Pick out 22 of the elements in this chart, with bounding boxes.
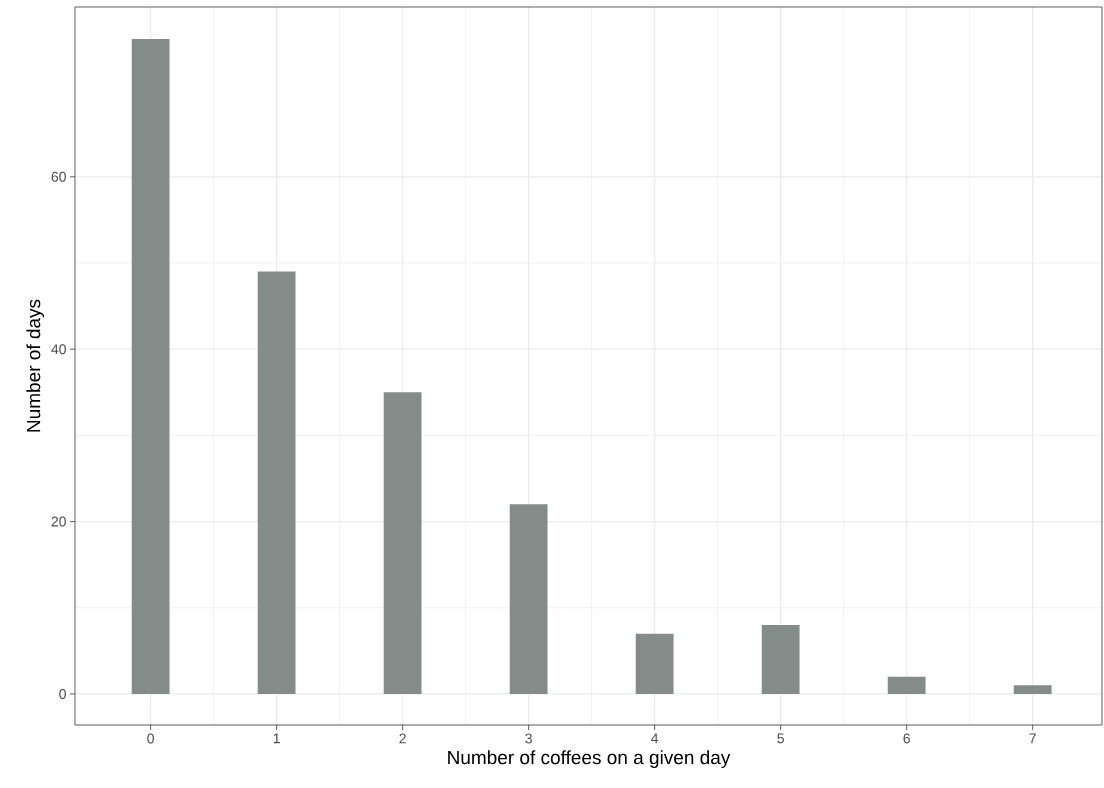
bar	[635, 633, 674, 694]
bar	[887, 676, 926, 694]
x-tick-label: 0	[147, 733, 154, 744]
x-tick-label: 6	[903, 733, 910, 744]
x-tick-label: 3	[525, 733, 532, 744]
y-tick-label: 60	[51, 171, 66, 182]
bar	[383, 392, 422, 694]
x-axis-title: Number of coffees on a given day	[448, 750, 731, 768]
y-axis-title: Number of days	[26, 299, 45, 432]
bar	[761, 625, 800, 694]
x-tick-label: 4	[651, 733, 659, 744]
x-tick-label: 1	[273, 733, 280, 744]
x-tick-label: 2	[399, 733, 406, 744]
bar	[131, 38, 170, 694]
x-tick-label: 5	[777, 733, 784, 744]
bar	[1013, 685, 1052, 694]
bar	[509, 504, 548, 694]
y-tick-label: 40	[51, 344, 66, 355]
bar	[257, 271, 296, 694]
x-tick-label: 7	[1029, 733, 1036, 744]
y-tick-label: 20	[51, 516, 66, 527]
y-tick-label: 0	[59, 689, 66, 699]
